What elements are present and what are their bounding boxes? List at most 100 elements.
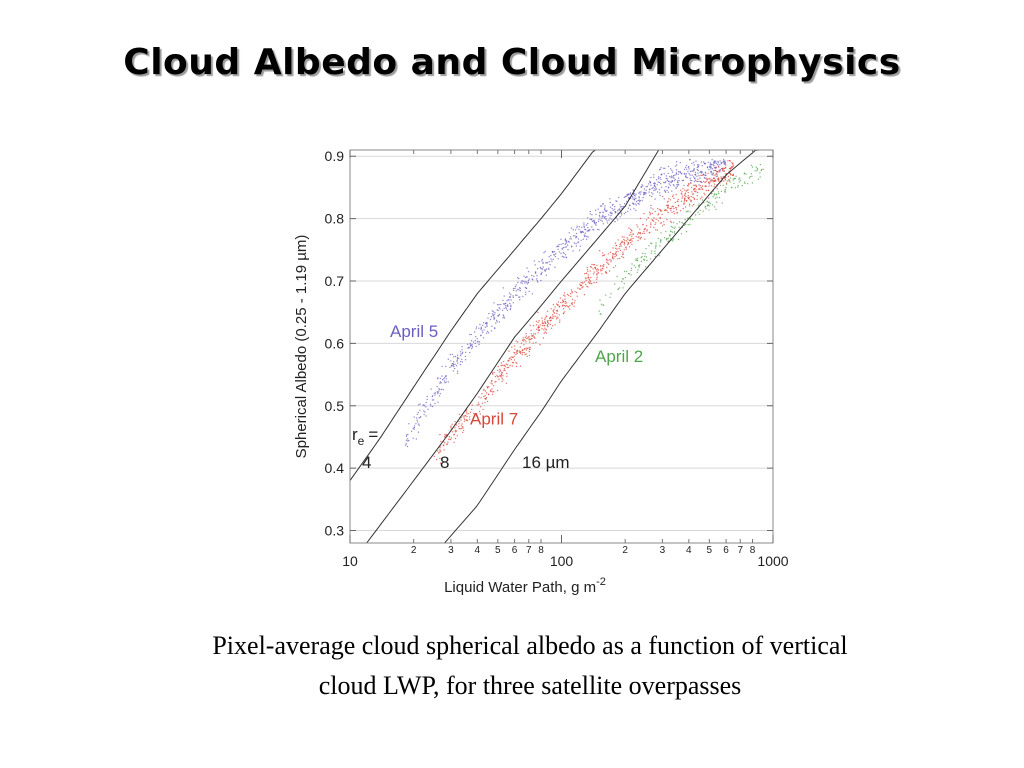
- data-point: [721, 161, 723, 164]
- data-point: [506, 375, 508, 377]
- data-point: [693, 197, 696, 199]
- data-point: [519, 352, 522, 355]
- data-point: [571, 291, 573, 293]
- data-point: [561, 248, 563, 250]
- data-point: [496, 389, 499, 392]
- re-curve-4um: [349, 149, 599, 481]
- data-point: [522, 295, 524, 298]
- data-point: [598, 218, 600, 221]
- data-point: [692, 193, 694, 195]
- data-point: [439, 462, 442, 464]
- data-point: [504, 364, 506, 366]
- data-point: [521, 282, 523, 284]
- data-point: [641, 255, 643, 258]
- data-point: [544, 317, 546, 319]
- scatter-points: [404, 158, 764, 464]
- data-point: [458, 428, 460, 430]
- data-point: [711, 168, 714, 170]
- data-point: [441, 375, 443, 377]
- data-point: [715, 208, 717, 211]
- data-point: [694, 177, 696, 179]
- data-point: [717, 160, 719, 163]
- data-point: [522, 337, 524, 339]
- data-point: [582, 238, 584, 240]
- data-point: [642, 232, 644, 235]
- data-point: [720, 176, 722, 178]
- data-point: [700, 186, 702, 189]
- data-point: [637, 233, 639, 235]
- data-point: [447, 381, 449, 383]
- data-point: [693, 198, 696, 201]
- data-point: [693, 184, 695, 187]
- data-point: [697, 180, 699, 183]
- data-point: [716, 201, 718, 203]
- data-point: [573, 302, 576, 304]
- data-point: [514, 287, 516, 290]
- data-point: [669, 207, 672, 210]
- y-tick-label: 0.5: [325, 398, 345, 414]
- data-point: [630, 238, 632, 240]
- data-point: [552, 258, 554, 261]
- data-point: [691, 205, 693, 207]
- data-point: [679, 210, 682, 212]
- data-point: [589, 210, 591, 213]
- data-point: [510, 294, 512, 296]
- data-point: [452, 431, 454, 433]
- data-point: [634, 203, 636, 205]
- data-point: [605, 272, 607, 274]
- data-point: [439, 450, 442, 452]
- data-point: [502, 360, 505, 363]
- data-point: [718, 180, 720, 182]
- data-point: [599, 250, 601, 252]
- data-point: [674, 174, 676, 176]
- data-point: [657, 213, 660, 215]
- data-point: [569, 293, 572, 295]
- data-point: [715, 174, 717, 176]
- data-point: [622, 256, 625, 259]
- data-point: [652, 187, 654, 189]
- data-point: [602, 304, 605, 306]
- data-point: [597, 268, 599, 270]
- data-point: [456, 370, 459, 372]
- x-minor-tick-label: 2: [411, 545, 417, 556]
- data-point: [543, 269, 546, 271]
- data-point: [677, 177, 680, 179]
- data-point: [699, 185, 701, 187]
- data-point: [663, 221, 665, 223]
- data-point: [441, 365, 443, 368]
- data-point: [627, 238, 629, 240]
- data-point: [683, 201, 685, 203]
- data-point: [693, 180, 696, 183]
- data-point: [705, 180, 707, 183]
- data-point: [721, 170, 724, 172]
- data-point: [478, 396, 480, 398]
- data-point: [692, 196, 694, 199]
- data-point: [680, 172, 682, 175]
- data-point: [526, 347, 529, 349]
- data-point: [436, 391, 438, 393]
- data-point: [701, 174, 703, 176]
- data-point: [650, 224, 652, 226]
- data-point: [586, 268, 589, 271]
- data-point: [447, 358, 449, 360]
- data-point: [493, 318, 495, 320]
- data-point: [684, 166, 687, 168]
- data-point: [605, 215, 607, 218]
- data-point: [529, 324, 531, 326]
- data-point: [659, 194, 661, 197]
- data-point: [519, 346, 521, 348]
- data-point: [508, 357, 510, 360]
- data-point: [568, 232, 570, 234]
- data-point: [598, 229, 600, 231]
- data-point: [694, 171, 697, 174]
- data-point: [569, 305, 571, 307]
- data-point: [589, 218, 591, 220]
- data-point: [474, 420, 476, 422]
- data-point: [540, 279, 542, 282]
- data-point: [613, 208, 616, 210]
- data-point: [484, 390, 487, 392]
- data-point: [529, 341, 531, 343]
- data-point: [595, 268, 597, 271]
- data-point: [677, 238, 680, 241]
- data-point: [560, 238, 562, 240]
